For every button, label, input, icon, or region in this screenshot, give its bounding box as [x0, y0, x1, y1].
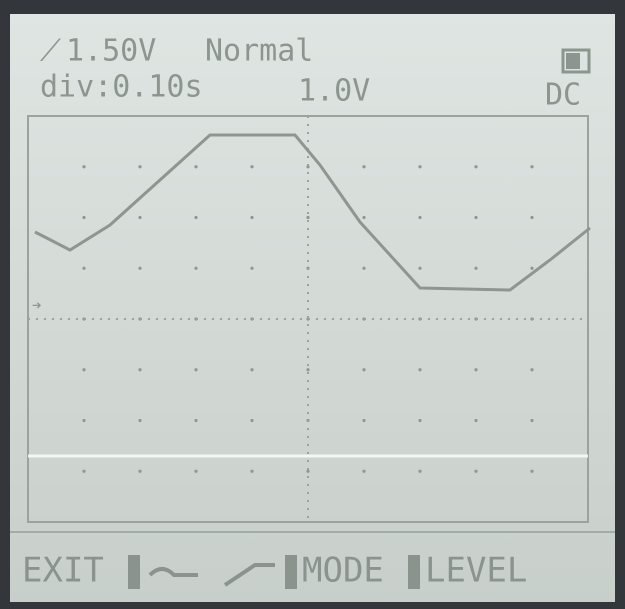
- grid-dot: [138, 368, 142, 372]
- grid-dot: [474, 266, 478, 270]
- timebase: div:0.10s: [40, 70, 203, 105]
- trigger-icon: ⟋: [40, 34, 61, 69]
- trigger-level: 1.50V: [66, 34, 156, 69]
- grid-dot: [82, 165, 86, 169]
- grid-dot: [250, 418, 254, 423]
- menu-falling-edge[interactable]: [148, 567, 198, 577]
- menu-rising-edge[interactable]: [223, 563, 275, 587]
- grid-dot: [418, 469, 422, 473]
- graticule: [28, 116, 588, 522]
- grid-dot: [362, 469, 366, 473]
- grid-dot: [530, 368, 534, 372]
- grid-dot: [250, 469, 254, 473]
- trigger-mode: Normal: [205, 34, 313, 69]
- grid-dot: [138, 165, 142, 169]
- battery-level: [566, 53, 580, 69]
- ground-marker: ➔: [32, 296, 42, 315]
- grid-dot: [474, 469, 478, 473]
- grid-dot: [530, 165, 534, 169]
- grid-dot: [474, 165, 478, 169]
- grid-dot: [194, 418, 198, 423]
- display: [10, 14, 615, 602]
- grid-dot: [82, 368, 86, 372]
- grid-dot: [306, 469, 310, 473]
- grid-dot: [530, 469, 534, 473]
- grid-dot: [194, 165, 198, 169]
- grid-dot: [530, 215, 534, 220]
- menu-level[interactable]: LEVEL: [425, 551, 527, 591]
- grid-dot: [194, 368, 198, 372]
- coupling: DC: [545, 78, 581, 113]
- menu-mode[interactable]: MODE: [302, 551, 384, 591]
- grid-dot: [194, 215, 198, 220]
- grid-dot: [250, 165, 254, 169]
- grid-dot: [530, 266, 534, 270]
- grid-dot: [82, 266, 86, 270]
- grid-dot: [82, 418, 86, 423]
- grid-dot: [362, 165, 366, 169]
- grid-dot: [474, 418, 478, 423]
- grid-dot: [250, 368, 254, 372]
- menu-exit[interactable]: EXIT: [22, 551, 104, 591]
- battery-icon: [561, 48, 591, 74]
- grid-dot: [530, 418, 534, 423]
- grid-dot: [418, 418, 422, 423]
- grid-dot: [138, 418, 142, 423]
- grid-dot: [138, 266, 142, 270]
- grid-dot: [474, 215, 478, 220]
- grid-dot: [474, 368, 478, 372]
- grid-dot: [418, 266, 422, 270]
- grid-dot: [194, 469, 198, 473]
- grid-dot: [362, 215, 366, 220]
- grid-dot: [362, 368, 366, 372]
- grid-dot: [82, 215, 86, 220]
- grid-dot: [250, 266, 254, 270]
- grid-dot: [306, 368, 310, 372]
- grid-dot: [306, 215, 310, 220]
- volts-per-div: 1.0V: [298, 74, 370, 109]
- grid-dot: [362, 418, 366, 423]
- grid-dot: [82, 469, 86, 473]
- waveform: [34, 133, 591, 292]
- grid-dot: [138, 215, 142, 220]
- grid-dot: [418, 368, 422, 372]
- grid-dot: [418, 165, 422, 169]
- grid-dot: [418, 215, 422, 220]
- grid-dot: [250, 215, 254, 220]
- menu-divider: [408, 555, 420, 589]
- grid-dot: [194, 266, 198, 270]
- menu-divider: [128, 555, 140, 589]
- grid-dot: [138, 469, 142, 473]
- menu-divider: [285, 555, 297, 589]
- grid-dot: [362, 266, 366, 270]
